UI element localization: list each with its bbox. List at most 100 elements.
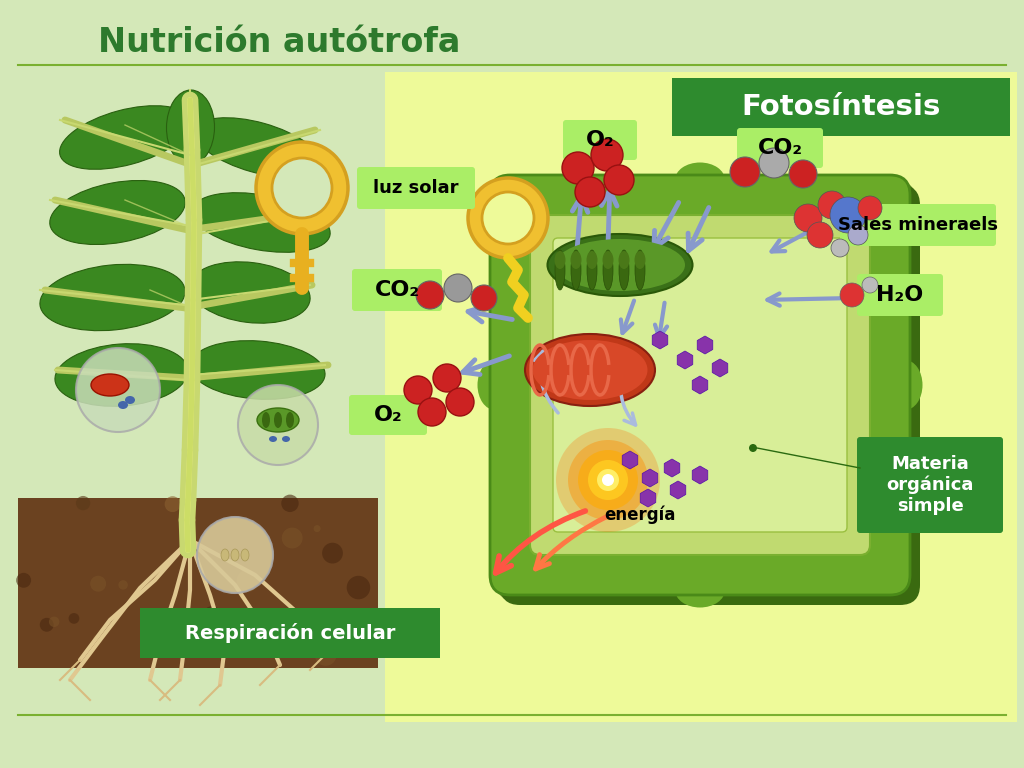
Circle shape [69,613,79,624]
Circle shape [471,285,497,311]
Circle shape [597,469,618,491]
Circle shape [93,634,102,644]
FancyBboxPatch shape [385,72,1017,722]
Ellipse shape [191,193,330,253]
Circle shape [807,222,833,248]
Ellipse shape [477,360,512,410]
Text: Nutrición autótrofa: Nutrición autótrofa [98,25,461,58]
Ellipse shape [40,264,185,331]
Ellipse shape [195,118,321,177]
Ellipse shape [118,401,128,409]
Ellipse shape [618,250,629,290]
Circle shape [578,450,638,510]
Circle shape [588,460,628,500]
Circle shape [416,281,444,309]
Circle shape [40,617,53,632]
Circle shape [862,277,878,293]
Text: luz solar: luz solar [374,179,459,197]
Ellipse shape [269,436,278,442]
Circle shape [840,283,864,307]
Circle shape [575,177,605,207]
Circle shape [76,348,160,432]
Ellipse shape [555,250,565,290]
Circle shape [446,388,474,416]
Circle shape [790,160,817,188]
Circle shape [282,528,303,548]
Ellipse shape [587,251,597,269]
FancyBboxPatch shape [352,269,442,311]
Ellipse shape [525,334,655,406]
Circle shape [433,364,461,392]
Circle shape [237,570,258,592]
Circle shape [591,139,623,171]
Ellipse shape [221,549,229,561]
FancyBboxPatch shape [500,185,920,605]
FancyBboxPatch shape [672,78,1010,136]
FancyBboxPatch shape [497,182,918,602]
Text: Sales mineraels: Sales mineraels [838,216,998,234]
FancyBboxPatch shape [857,437,1002,533]
Ellipse shape [257,408,299,432]
FancyBboxPatch shape [553,238,847,532]
Text: Fotosíntesis: Fotosíntesis [741,93,941,121]
Circle shape [314,644,337,666]
FancyBboxPatch shape [857,274,943,316]
Circle shape [256,142,348,234]
Circle shape [76,496,90,510]
Circle shape [313,525,321,532]
Ellipse shape [570,251,582,269]
Circle shape [468,178,548,258]
FancyBboxPatch shape [18,498,378,668]
Ellipse shape [262,412,270,428]
Circle shape [730,157,760,187]
Ellipse shape [675,572,725,607]
Ellipse shape [231,549,239,561]
Circle shape [197,517,273,593]
Circle shape [602,474,614,486]
Circle shape [759,148,790,178]
Circle shape [444,274,472,302]
Circle shape [272,158,332,218]
Circle shape [16,573,31,588]
Circle shape [323,543,343,564]
Circle shape [556,428,660,532]
Ellipse shape [286,412,294,428]
Text: O₂: O₂ [586,130,614,150]
FancyBboxPatch shape [530,215,870,555]
Circle shape [562,152,594,184]
Circle shape [347,576,371,599]
FancyBboxPatch shape [494,179,914,599]
Text: CO₂: CO₂ [375,280,420,300]
Ellipse shape [603,250,613,290]
Ellipse shape [555,239,685,291]
Ellipse shape [167,90,214,165]
Circle shape [604,165,634,195]
Circle shape [848,225,868,245]
Circle shape [818,191,846,219]
FancyBboxPatch shape [840,204,996,246]
Text: Materia
orgánica
simple: Materia orgánica simple [887,455,974,515]
Ellipse shape [587,250,597,290]
Circle shape [204,606,220,623]
Ellipse shape [282,436,290,442]
Text: H₂O: H₂O [877,285,924,305]
Ellipse shape [555,251,565,269]
Ellipse shape [532,340,647,400]
Ellipse shape [55,344,188,406]
FancyBboxPatch shape [357,167,475,209]
FancyBboxPatch shape [140,608,440,658]
FancyBboxPatch shape [490,175,910,595]
Text: O₂: O₂ [374,405,402,425]
Circle shape [207,607,218,619]
Circle shape [831,239,849,257]
Circle shape [858,196,882,220]
Text: Respiración celular: Respiración celular [184,623,395,643]
Circle shape [282,495,299,512]
Circle shape [830,197,866,233]
Circle shape [749,444,757,452]
Ellipse shape [274,412,282,428]
Circle shape [49,617,59,627]
Circle shape [238,385,318,465]
Ellipse shape [190,341,325,399]
Ellipse shape [50,180,185,244]
